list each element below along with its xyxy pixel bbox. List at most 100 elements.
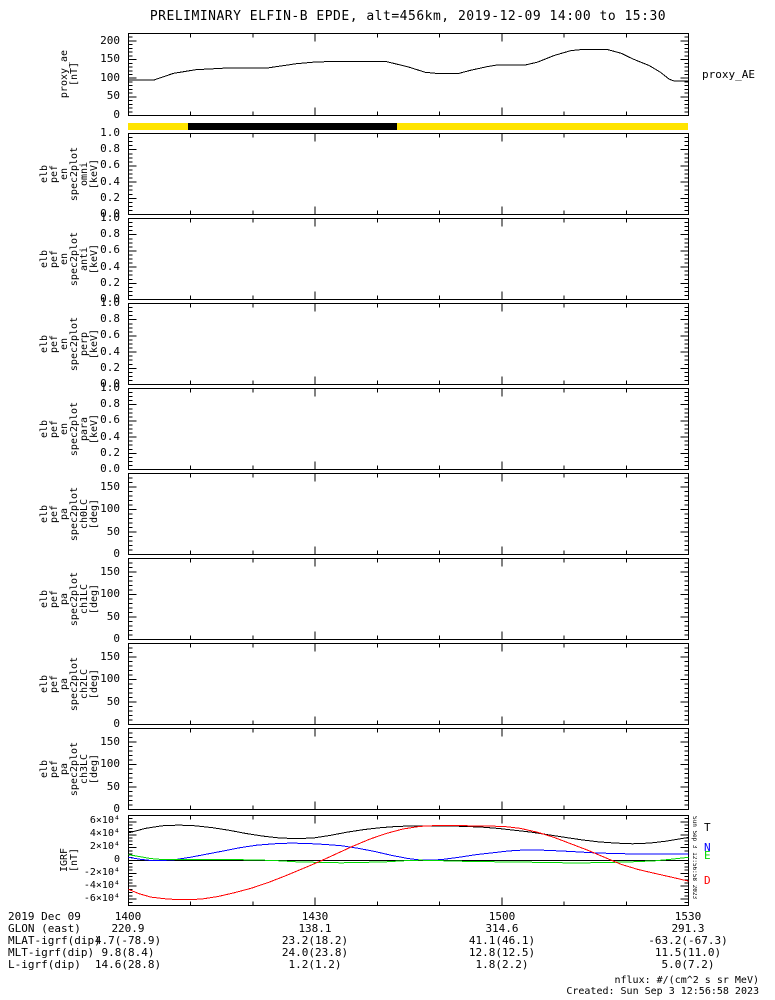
y-tick-label: 0.6 bbox=[100, 243, 120, 257]
series-label-E: E bbox=[704, 848, 711, 862]
y-tick-label: 150 bbox=[100, 734, 120, 748]
ylabel-text-en_perp: elb pef en spec2plot perp [keV] bbox=[39, 316, 100, 371]
panel-proxy_ae bbox=[128, 33, 689, 116]
ylabel-text-pa_ch2LC: elb pef pa spec2plot ch2LC [deg] bbox=[39, 656, 100, 711]
annotation-value: 23.2(18.2) bbox=[281, 934, 349, 947]
y-tick-label: 100 bbox=[100, 502, 120, 515]
y-tick-label: 100 bbox=[100, 672, 120, 685]
series-N bbox=[128, 842, 689, 861]
science-zone-segment bbox=[128, 123, 188, 130]
ylabel-en_para: elb pef en spec2plot para [keV] bbox=[30, 388, 110, 469]
y-tick-label: 0.0 bbox=[100, 377, 120, 390]
ylabel-text-igrf: IGRF [nT] bbox=[59, 847, 80, 873]
annotation-value: 291.3 bbox=[671, 922, 705, 935]
annotation-value: 1400 bbox=[114, 910, 142, 923]
science-zone-segment bbox=[187, 123, 397, 130]
y-tick-label: 150 bbox=[100, 564, 120, 578]
y-tick-label: 0.0 bbox=[100, 292, 120, 305]
y-tick-label: 0.0 bbox=[100, 462, 120, 475]
series-label-D: D bbox=[704, 874, 711, 888]
annotation-row-label: 2019 Dec 09 bbox=[8, 910, 81, 923]
y-tick-label: 0 bbox=[113, 632, 120, 645]
y-tick-label: 100 bbox=[100, 70, 120, 84]
annotation-value: 14.6(28.8) bbox=[94, 958, 162, 971]
science-zone-segment bbox=[396, 123, 688, 130]
y-tick-label: 0.6 bbox=[100, 328, 120, 342]
side-stamp: Sun Sep 3 12:56:58 2023 bbox=[691, 816, 697, 900]
y-tick-label: 0.4 bbox=[100, 429, 120, 443]
y-tick-label: 0.6 bbox=[100, 413, 120, 427]
panel-en_omni bbox=[128, 133, 689, 215]
y-tick-label: 0.4 bbox=[100, 344, 120, 358]
footer-created-timestamp: Created: Sun Sep 3 12:56:58 2023 bbox=[566, 986, 759, 997]
y-tick-label: -4×10⁴ bbox=[83, 879, 120, 891]
annotation-value: 24.0(23.8) bbox=[281, 946, 349, 959]
y-tick-label: 0.8 bbox=[100, 397, 120, 411]
y-tick-label: 0 bbox=[113, 547, 120, 560]
panel-pa_ch0LC bbox=[128, 473, 689, 555]
panel-en_perp bbox=[128, 303, 689, 385]
y-tick-label: 0.2 bbox=[100, 275, 120, 289]
y-tick-label: 50 bbox=[106, 89, 120, 103]
annotation-value: 11.5(11.0) bbox=[654, 946, 722, 959]
panel-pa_ch1LC bbox=[128, 558, 689, 640]
ylabel-text-pa_ch1LC: elb pef pa spec2plot ch1LC [deg] bbox=[39, 571, 100, 626]
annotation-row-label: L-igrf(dip) bbox=[8, 958, 81, 971]
panel-pa_ch3LC bbox=[128, 728, 689, 810]
series-T bbox=[128, 824, 689, 845]
ylabel-proxy_ae: proxy_ae [nT] bbox=[30, 33, 110, 115]
annotation-value: -63.2(-67.3) bbox=[648, 934, 728, 947]
ylabel-text-pa_ch0LC: elb pef pa spec2plot ch0LC [deg] bbox=[39, 486, 100, 541]
y-tick-label: 0 bbox=[113, 802, 120, 815]
ylabel-en_omni: elb pef en spec2plot omni [keV] bbox=[30, 133, 110, 214]
y-tick-label: 0.8 bbox=[100, 227, 120, 241]
annotation-value: 9.8(8.4) bbox=[101, 946, 155, 959]
y-tick-label: 1.0 bbox=[100, 211, 120, 224]
plot-title: PRELIMINARY ELFIN-B EPDE, alt=456km, 201… bbox=[149, 9, 667, 24]
science-zone-bar bbox=[128, 123, 688, 130]
ylabel-text-en_anti: elb pef en spec2plot anti [keV] bbox=[39, 231, 100, 286]
y-tick-label: 150 bbox=[100, 479, 120, 493]
y-tick-label: 0.0 bbox=[100, 207, 120, 220]
panel-en_para bbox=[128, 388, 689, 470]
y-tick-label: 0.2 bbox=[100, 445, 120, 459]
y-tick-label: 0 bbox=[113, 108, 120, 121]
ylabel-pa_ch1LC: elb pef pa spec2plot ch1LC [deg] bbox=[30, 558, 110, 639]
y-tick-label: 50 bbox=[106, 694, 120, 708]
ylabel-en_anti: elb pef en spec2plot anti [keV] bbox=[30, 218, 110, 299]
y-tick-label: 0 bbox=[113, 717, 120, 730]
annotation-row-label: MLT-igrf(dip) bbox=[8, 946, 95, 959]
y-tick-label: 50 bbox=[106, 524, 120, 538]
y-tick-label: 1.0 bbox=[100, 381, 120, 394]
y-tick-label: 50 bbox=[106, 609, 120, 623]
y-tick-label: 0.6 bbox=[100, 158, 120, 172]
annotation-value: 12.8(12.5) bbox=[468, 946, 536, 959]
ylabel-text-en_omni: elb pef en spec2plot omni [keV] bbox=[39, 146, 100, 201]
y-tick-label: 0.8 bbox=[100, 142, 120, 156]
annotation-value: 4.7(-78.9) bbox=[94, 934, 162, 947]
y-tick-label: 150 bbox=[100, 649, 120, 663]
ylabel-pa_ch3LC: elb pef pa spec2plot ch3LC [deg] bbox=[30, 728, 110, 809]
y-tick-label: 6×10⁴ bbox=[89, 815, 120, 827]
series-proxy_AE bbox=[128, 49, 689, 82]
ylabel-pa_ch0LC: elb pef pa spec2plot ch0LC [deg] bbox=[30, 473, 110, 554]
y-tick-label: 100 bbox=[100, 587, 120, 600]
ylabel-igrf: IGRF [nT] bbox=[30, 815, 110, 905]
ylabel-text-en_para: elb pef en spec2plot para [keV] bbox=[39, 401, 100, 456]
y-tick-label: 0.2 bbox=[100, 190, 120, 204]
annotation-value: 220.9 bbox=[111, 922, 145, 935]
y-tick-label: 0.4 bbox=[100, 174, 120, 188]
annotation-value: 41.1(46.1) bbox=[468, 934, 536, 947]
panel-en_anti bbox=[128, 218, 689, 300]
annotation-row-label: MLAT-igrf(dip) bbox=[8, 934, 101, 947]
y-tick-label: -6×10⁴ bbox=[83, 892, 120, 904]
annotation-row-label: GLON (east) bbox=[8, 922, 81, 935]
y-tick-label: 150 bbox=[100, 52, 120, 66]
y-tick-label: -2×10⁴ bbox=[83, 866, 120, 878]
y-tick-label: 0.4 bbox=[100, 259, 120, 273]
y-tick-label: 1.0 bbox=[100, 126, 120, 139]
annotation-value: 1530 bbox=[674, 910, 702, 923]
ylabel-pa_ch2LC: elb pef pa spec2plot ch2LC [deg] bbox=[30, 643, 110, 724]
y-tick-label: 1.0 bbox=[100, 296, 120, 309]
